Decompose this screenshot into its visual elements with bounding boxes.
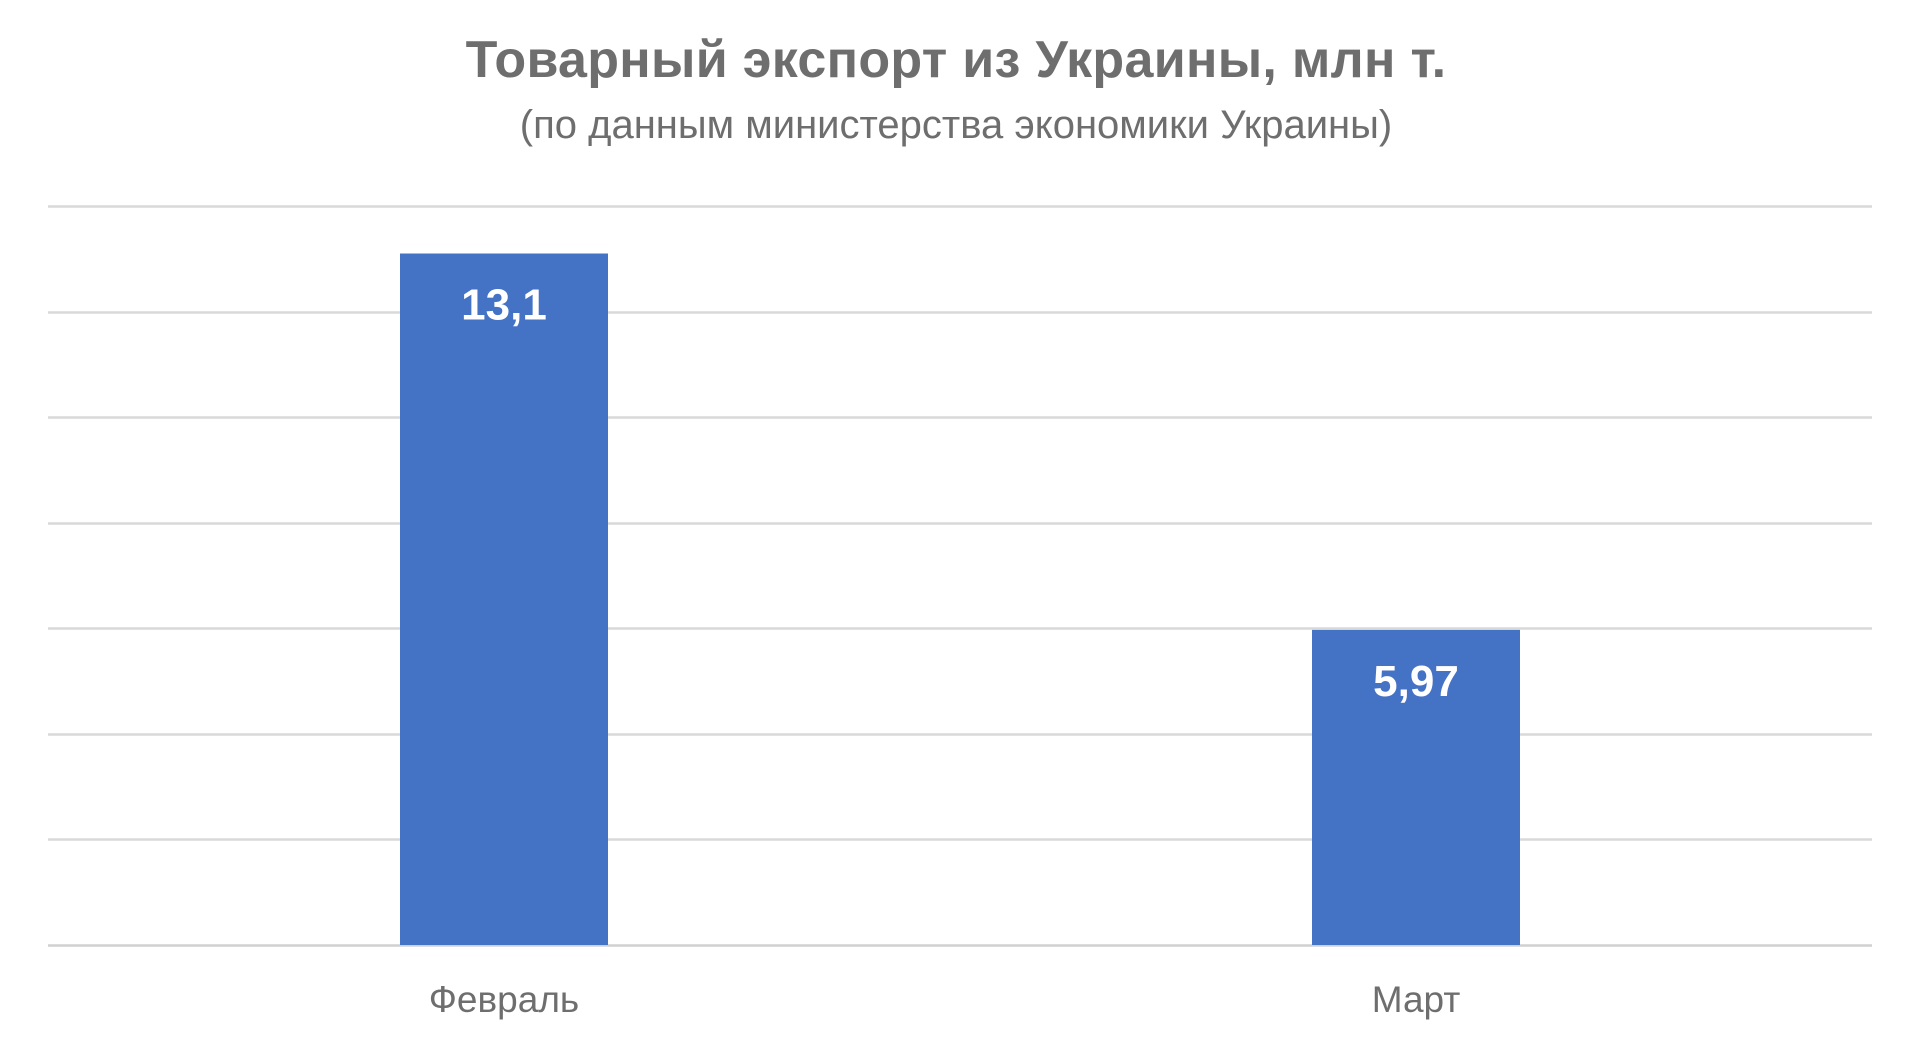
bar [1312, 629, 1520, 945]
bar [400, 253, 608, 945]
x-tick-label: Март [1372, 979, 1461, 1020]
chart-title: Товарный экспорт из Украины, млн т. [465, 31, 1447, 89]
data-label: 13,1 [461, 281, 547, 330]
chart-subtitle: (по данным министерства экономики Украин… [519, 103, 1393, 147]
data-label: 5,97 [1373, 657, 1459, 706]
x-tick-label: Февраль [429, 979, 579, 1020]
